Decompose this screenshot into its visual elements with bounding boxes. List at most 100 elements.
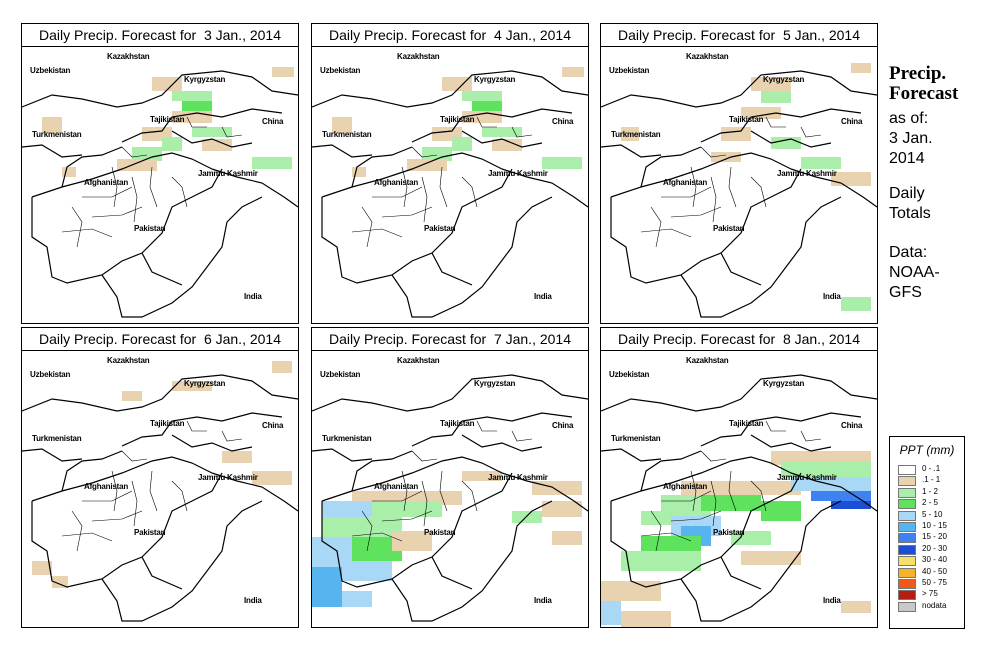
precip-cell [601, 601, 621, 625]
map-label-tajikistan: Tajikistan [440, 115, 475, 124]
legend-label: 40 - 50 [922, 566, 947, 576]
map-label-pakistan: Pakistan [424, 224, 456, 233]
country-boundary [461, 434, 543, 452]
province-boundary [750, 176, 767, 208]
precip-cell [841, 601, 871, 613]
map-label-china: China [552, 117, 574, 126]
precip-cell [312, 567, 342, 607]
precip-map: Kazakhstan Uzbekistan Kyrgyzstan Tajikistan… [21, 351, 299, 627]
country-boundary [321, 472, 513, 588]
map-label-uzbekistan: Uzbekistan [320, 66, 361, 75]
sidebar-data-source-2: GFS [889, 284, 922, 301]
map-label-kyrgyzstan: Kyrgyzstan [184, 379, 226, 388]
precip-cell [542, 157, 582, 169]
map-label-uzbekistan: Uzbekistan [30, 66, 71, 75]
map-label-tajikistan: Tajikistan [729, 419, 764, 428]
precip-cell [422, 147, 452, 161]
panel-title: Daily Precip. Forecast for 7 Jan., 2014 [312, 328, 588, 351]
country-boundary [750, 130, 832, 148]
legend-label: 50 - 75 [922, 578, 947, 587]
legend-swatch [898, 510, 916, 521]
country-boundary [311, 70, 589, 108]
precip-map: Kazakhstan Uzbekistan Kyrgyzstan Tajikistan… [600, 351, 878, 627]
precip-cell [222, 451, 252, 463]
province-boundary [401, 470, 408, 512]
province-boundary [461, 176, 478, 208]
precip-cell [562, 67, 584, 77]
map-canvas [21, 67, 299, 318]
map-label-jammu-kashmir: Jammu Kashmir [777, 169, 837, 178]
legend-label: 1 - 2 [922, 486, 939, 496]
precip-cell [407, 159, 447, 171]
legend-label: 0 - .1 [922, 464, 941, 473]
map-label-afghanistan: Afghanistan [663, 178, 708, 187]
province-boundary [221, 126, 243, 138]
country-boundary [461, 130, 543, 148]
precip-cell [342, 591, 372, 607]
precip-cell [162, 137, 182, 151]
precip-cell [801, 157, 841, 169]
precip-cell [761, 91, 791, 103]
province-boundary [82, 186, 133, 198]
precip-cell [851, 63, 871, 73]
map-label-turkmenistan: Turkmenistan [32, 130, 82, 139]
map-label-uzbekistan: Uzbekistan [320, 370, 361, 379]
province-boundary [82, 490, 133, 502]
precip-cell [322, 501, 382, 517]
country-boundary [321, 456, 503, 502]
country-boundary [121, 108, 283, 143]
legend-swatch [898, 590, 916, 601]
province-boundary [710, 480, 717, 527]
province-boundary [439, 470, 448, 512]
country-boundary [680, 196, 842, 318]
map-canvas [311, 374, 589, 622]
precip-cell [781, 461, 871, 477]
map-label-turkmenistan: Turkmenistan [611, 434, 661, 443]
country-boundary [211, 472, 299, 512]
map-label-pakistan: Pakistan [134, 528, 166, 537]
legend-label: 5 - 10 [922, 509, 943, 519]
map-label-afghanistan: Afghanistan [663, 482, 708, 491]
province-boundary [690, 166, 697, 208]
map-label-jammu-kashmir: Jammu Kashmir [198, 169, 258, 178]
map-label-kyrgyzstan: Kyrgyzstan [763, 379, 805, 388]
legend-label: .1 - 1 [922, 475, 941, 485]
legend-label: nodata [922, 600, 947, 610]
panel-title: Daily Precip. Forecast for 6 Jan., 2014 [22, 328, 298, 351]
country-boundary [21, 374, 299, 412]
precip-cell [442, 77, 472, 91]
province-boundary [728, 470, 737, 512]
map-label-tajikistan: Tajikistan [440, 419, 475, 428]
province-boundary [700, 146, 727, 158]
precip-map: Kazakhstan Uzbekistan Kyrgyzstan Tajikistan… [311, 47, 589, 323]
legend-swatch [898, 556, 916, 567]
country-boundary [141, 252, 183, 286]
map-label-kyrgyzstan: Kyrgyzstan [474, 75, 516, 84]
province-boundary [700, 450, 727, 462]
legend-swatch [898, 533, 916, 544]
precip-cell [182, 101, 212, 111]
precip-cell [721, 127, 751, 141]
map-label-uzbekistan: Uzbekistan [30, 370, 71, 379]
map-label-pakistan: Pakistan [134, 224, 166, 233]
map-label-turkmenistan: Turkmenistan [32, 434, 82, 443]
map-label-uzbekistan: Uzbekistan [609, 66, 650, 75]
precip-cell [252, 157, 292, 169]
province-boundary [71, 206, 83, 248]
legend-swatch [898, 579, 916, 589]
legend-swatch [898, 522, 916, 532]
province-boundary [411, 146, 438, 158]
precip-cell [462, 471, 502, 481]
map-canvas [311, 67, 589, 318]
precip-cell [342, 561, 392, 581]
province-boundary [372, 490, 423, 502]
province-boundary [650, 510, 662, 552]
province-boundary [710, 176, 717, 223]
map-label-jammu-kashmir: Jammu Kashmir [488, 169, 548, 178]
map-label-jammu-kashmir: Jammu Kashmir [198, 473, 258, 482]
province-boundary [640, 532, 692, 542]
precip-cell [532, 481, 582, 495]
legend-swatch [898, 487, 916, 498]
map-label-india: India [534, 596, 552, 605]
precip-cell [841, 297, 871, 311]
